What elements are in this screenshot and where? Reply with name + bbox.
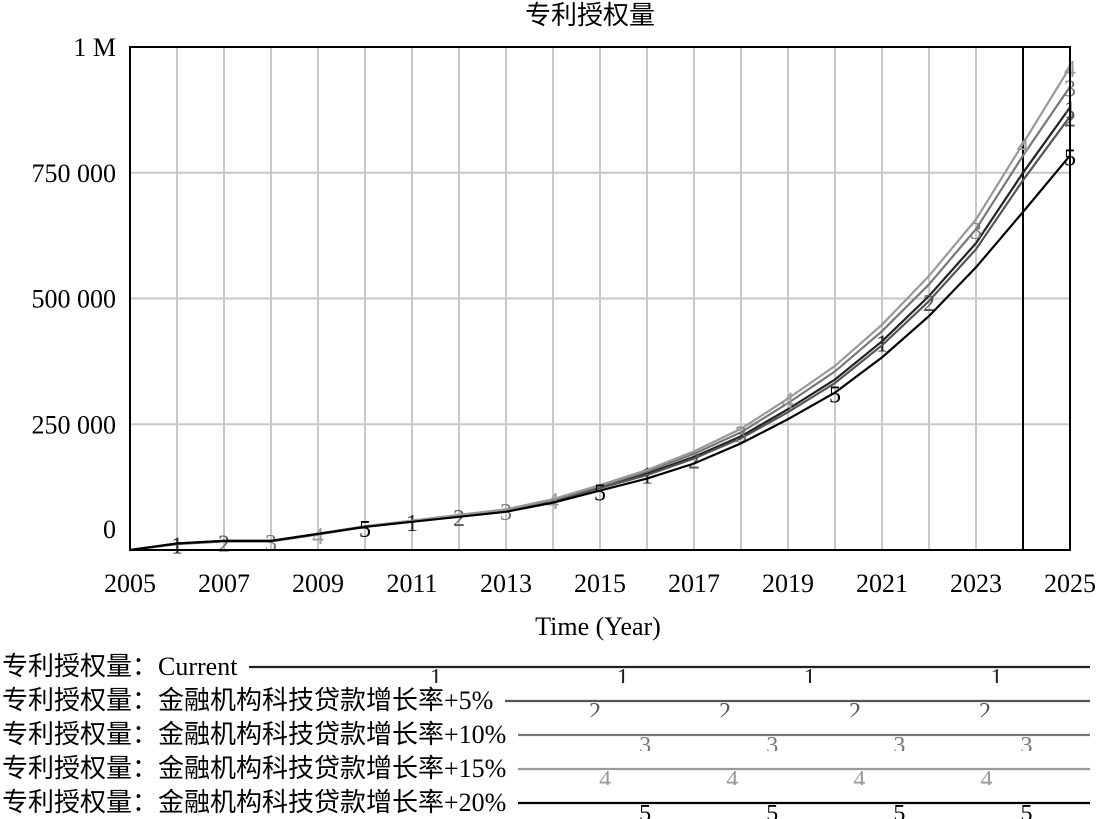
x-tick-label: 2005 — [104, 569, 156, 598]
legend-item-2: 专利授权量：金融机构科技贷款增长率+5% — [2, 685, 493, 717]
legend-label: 专利授权量：金融机构科技贷款增长率+15% — [2, 754, 507, 783]
series-marker-4: 4 — [782, 389, 794, 415]
legend-label: 专利授权量：Current — [2, 652, 238, 681]
legend-marker-3: 3 — [639, 733, 651, 751]
grid — [130, 47, 1070, 550]
legend-sample: 4 4 4 4 — [518, 767, 1090, 785]
series-marker-5: 5 — [829, 383, 841, 409]
series-marker-1: 1 — [171, 533, 183, 559]
x-tick-labels: 2005 2007 2009 2011 2013 2015 2017 2019 2021 2023… — [104, 569, 1096, 598]
x-tick-label: 2017 — [668, 569, 720, 598]
legend-marker-4: 4 — [599, 767, 611, 785]
series-marker-3: 3 — [970, 219, 982, 245]
legend-marker-3: 3 — [1020, 733, 1032, 751]
legend-marker-5: 5 — [893, 801, 905, 819]
legend-sample: 1 1 1 1 — [249, 665, 1090, 683]
series-marker-2: 2 — [218, 531, 230, 557]
legend-marker-4: 4 — [726, 767, 738, 785]
legend-label: 专利授权量：金融机构科技贷款增长率+5% — [2, 686, 494, 715]
x-tick-label: 2013 — [480, 569, 532, 598]
legend-marker-5: 5 — [766, 801, 778, 819]
series-marker-5: 5 — [594, 481, 606, 507]
legend-label: 专利授权量：金融机构科技贷款增长率+20% — [2, 788, 507, 817]
legend-label: 专利授权量：金融机构科技贷款增长率+10% — [2, 720, 507, 749]
legend-marker-3: 3 — [766, 733, 778, 751]
series-marker-3: 3 — [265, 531, 277, 557]
legend-marker-2: 2 — [589, 699, 601, 717]
x-axis-label: Time (Year) — [535, 612, 661, 641]
series-marker-1: 1 — [406, 511, 418, 537]
legend-item-1: 专利授权量：Current — [2, 651, 237, 683]
legend-marker-5: 5 — [639, 801, 651, 819]
series-marker-2: 2 — [453, 506, 465, 532]
series-marker-4: 4 — [312, 524, 324, 550]
x-tick-label: 2009 — [292, 569, 344, 598]
x-tick-label: 2011 — [386, 569, 437, 598]
x-tick-label: 2025 — [1044, 569, 1096, 598]
legend-sample: 5 5 5 5 — [518, 801, 1090, 819]
y-tick-label: 750 000 — [32, 159, 117, 188]
series-marker-4: 4 — [1017, 134, 1029, 160]
legend-marker-3: 3 — [893, 733, 905, 751]
y-tick-label: 500 000 — [32, 285, 117, 314]
legend-marker-2: 2 — [849, 699, 861, 717]
x-tick-label: 2015 — [574, 569, 626, 598]
plot-frame — [129, 46, 1071, 551]
legend-marker-1: 1 — [804, 665, 816, 683]
series-marker-2: 2 — [923, 291, 935, 317]
legend-sample: 3 3 3 3 — [518, 733, 1090, 751]
legend-item-4: 专利授权量：金融机构科技贷款增长率+15% — [2, 753, 506, 785]
legend-marker-2: 2 — [979, 699, 991, 717]
x-tick-label: 2023 — [950, 569, 1002, 598]
x-tick-label: 2019 — [762, 569, 814, 598]
y-tick-label: 1 M — [73, 33, 116, 62]
legend-marker-5: 5 — [1020, 801, 1032, 819]
chart-title: 专利授权量 — [525, 1, 655, 30]
legend-marker-2: 2 — [719, 699, 731, 717]
legend-item-3: 专利授权量：金融机构科技贷款增长率+10% — [2, 719, 506, 751]
y-tick-label: 250 000 — [32, 410, 117, 439]
legend-item-5: 专利授权量：金融机构科技贷款增长率+20% — [2, 787, 506, 819]
series-line-5 — [129, 154, 1071, 552]
y-tick-label: 0 — [103, 515, 116, 544]
legend-sample: 2 2 2 2 — [505, 699, 1090, 717]
x-tick-label: 2007 — [198, 569, 250, 598]
legend-marker-4: 4 — [853, 767, 865, 785]
x-tick-label: 2021 — [856, 569, 908, 598]
legend-marker-1: 1 — [430, 665, 442, 683]
legend-marker-1: 1 — [991, 665, 1003, 683]
legend-marker-1: 1 — [617, 665, 629, 683]
y-tick-labels: 0 250 000 500 000 750 000 1 M — [32, 33, 117, 544]
series-marker-5: 5 — [359, 517, 371, 543]
legend-marker-4: 4 — [980, 767, 992, 785]
